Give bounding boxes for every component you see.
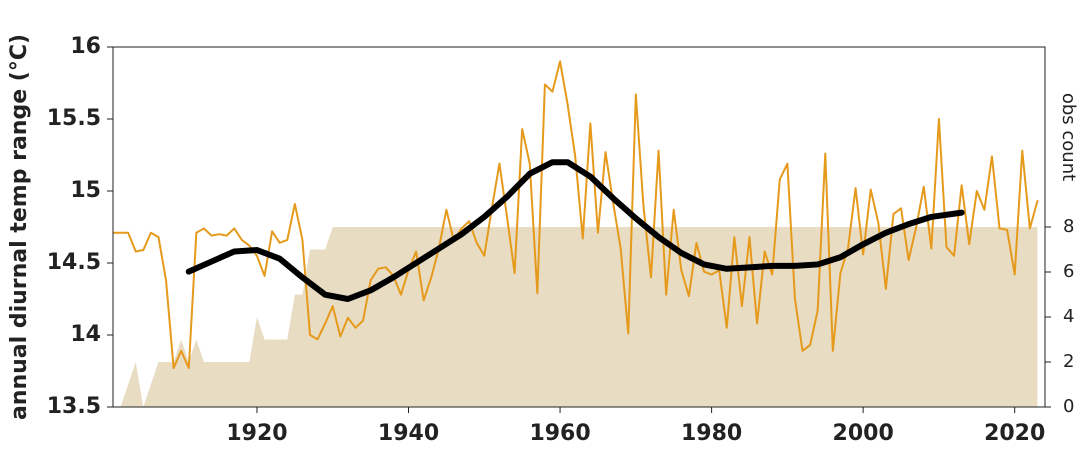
y-tick-label: 16	[70, 34, 101, 59]
y-tick-label: 15.5	[47, 106, 101, 131]
y2-tick-label: 2	[1063, 351, 1074, 372]
y-tick-label: 14.5	[47, 250, 101, 275]
y-tick-label: 15	[70, 178, 101, 203]
y-tick-label: 13.5	[47, 394, 101, 419]
y2-tick-label: 4	[1063, 306, 1074, 327]
annual-line	[113, 60, 1039, 370]
x-tick-label: 1980	[681, 421, 742, 446]
x-tick-label: 2000	[833, 421, 894, 446]
x-tick-label: 1920	[226, 421, 287, 446]
smoothed-line	[185, 159, 965, 302]
y-axis-label: annual diurnal temp range (°C)	[7, 34, 32, 420]
y2-axis-label: obs count	[1058, 93, 1079, 181]
obs-count-area	[120, 227, 1038, 407]
x-tick-label: 1940	[378, 421, 439, 446]
x-tick-label: 1960	[529, 421, 590, 446]
y-tick-label: 14	[70, 322, 101, 347]
x-tick-label: 2020	[984, 421, 1045, 446]
y2-tick-label: 8	[1063, 216, 1074, 237]
y2-tick-label: 0	[1063, 396, 1074, 417]
y2-tick-label: 6	[1063, 261, 1074, 282]
plot-area	[113, 60, 1039, 407]
